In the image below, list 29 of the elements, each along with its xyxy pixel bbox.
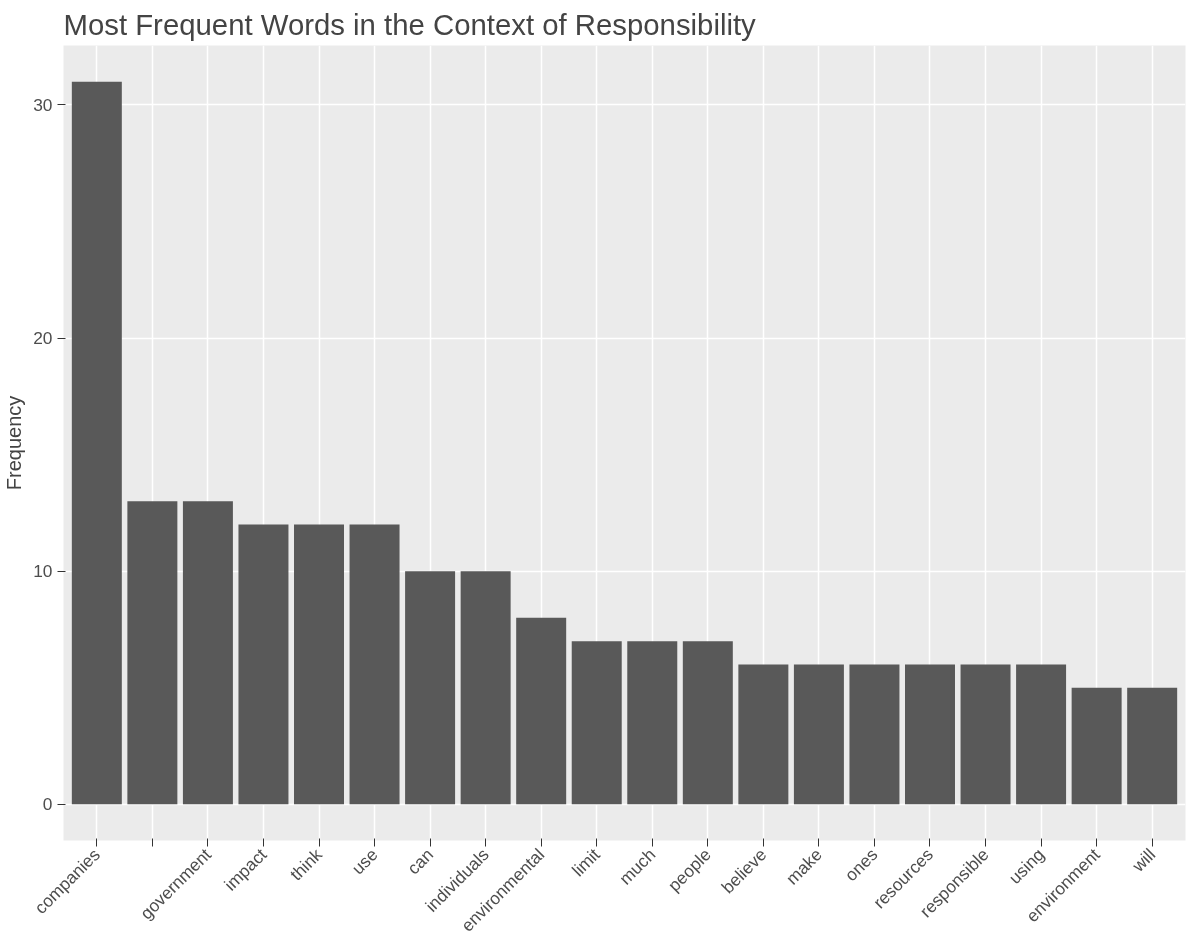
y-tick-label: 20 xyxy=(33,328,53,349)
bar xyxy=(1071,687,1122,805)
bar xyxy=(460,571,511,805)
bar xyxy=(238,524,289,805)
bar xyxy=(182,501,233,805)
bar xyxy=(349,524,400,805)
x-tick-label: use xyxy=(347,844,382,879)
bar xyxy=(71,81,122,805)
bar xyxy=(793,664,844,805)
x-tick-label: limit xyxy=(567,844,604,881)
bar xyxy=(682,641,733,805)
bar xyxy=(627,641,678,805)
chart-title: Most Frequent Words in the Context of Responsibility xyxy=(63,7,757,41)
bar xyxy=(127,501,178,805)
bar xyxy=(571,641,622,805)
bar xyxy=(960,664,1011,805)
bar xyxy=(738,664,789,805)
bar xyxy=(849,664,900,805)
bar xyxy=(516,617,567,805)
x-tick-label: will xyxy=(1127,844,1160,877)
y-tick-label: 0 xyxy=(42,794,53,815)
bar xyxy=(294,524,344,805)
y-tick-label: 30 xyxy=(33,94,53,115)
y-tick-label: 10 xyxy=(33,561,53,582)
bar xyxy=(1127,687,1178,805)
y-axis-title: Frequency xyxy=(3,395,26,491)
bar xyxy=(1016,664,1067,805)
bar xyxy=(905,664,955,805)
bar xyxy=(405,571,456,805)
